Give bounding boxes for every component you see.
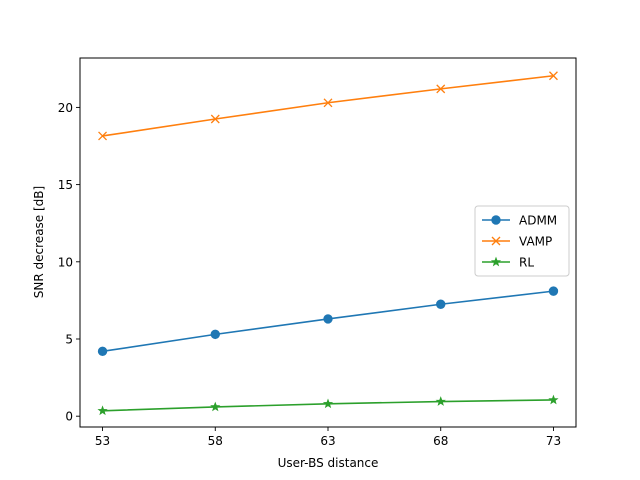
data-point-vamp [210, 114, 220, 124]
x-tick-label: 73 [546, 434, 561, 448]
data-point-rl [97, 405, 108, 416]
data-point-vamp-stroke-b [98, 131, 108, 141]
x-axis-label: User-BS distance [278, 456, 379, 470]
series-admm [97, 286, 559, 357]
legend-marker-vamp [491, 236, 501, 246]
legend-marker-admm [491, 215, 501, 225]
data-point-vamp [548, 71, 558, 81]
series-vamp [98, 71, 558, 141]
data-point-vamp [323, 98, 333, 108]
data-point-admm [548, 286, 559, 296]
data-point-rl [435, 396, 446, 406]
legend-entry-admm: ADMM [482, 214, 557, 228]
y-tick-label: 10 [58, 255, 73, 269]
data-point-admm [210, 329, 220, 340]
y-tick-label: 5 [65, 332, 73, 346]
data-point-vamp-stroke-b [323, 98, 333, 108]
data-point-vamp [436, 84, 446, 94]
series-line-vamp [102, 74, 554, 137]
data-point-admm [323, 314, 333, 324]
data-point-rl [548, 394, 559, 405]
legend-label-rl: RL [519, 256, 534, 270]
data-point-vamp-stroke-b [210, 114, 220, 124]
data-point-rl [210, 401, 221, 412]
x-tick-label: 53 [95, 434, 110, 448]
x-tick-label: 63 [320, 434, 335, 448]
y-tick-label: 20 [58, 101, 73, 115]
data-point-vamp-stroke-b [548, 71, 558, 81]
legend-marker-vamp-stroke-b [491, 236, 501, 246]
y-axis-label: SNR decrease [dB] [32, 186, 46, 298]
legend-label-vamp: VAMP [519, 235, 552, 249]
series-rl [97, 394, 559, 416]
legend-label-admm: ADMM [519, 214, 557, 228]
x-axis-ticks: 53 58 63 68 73 [95, 427, 561, 448]
data-point-admm [436, 299, 446, 309]
data-point-vamp-stroke-b [436, 84, 446, 94]
y-axis-ticks: 0 5 10 15 20 [58, 101, 80, 424]
y-tick-label: 0 [65, 410, 73, 424]
data-point-rl [322, 398, 334, 409]
series-layer [97, 71, 559, 416]
data-point-vamp [98, 131, 108, 141]
x-tick-label: 58 [208, 434, 223, 448]
y-tick-label: 15 [58, 178, 73, 192]
legend-entry-vamp: VAMP [482, 235, 552, 249]
legend-entry-rl: RL [482, 256, 534, 270]
legend-marker-rl [490, 256, 502, 267]
legend: ADMM VAMP RL [474, 205, 570, 277]
data-point-admm [97, 346, 108, 357]
x-tick-label: 68 [433, 434, 448, 448]
